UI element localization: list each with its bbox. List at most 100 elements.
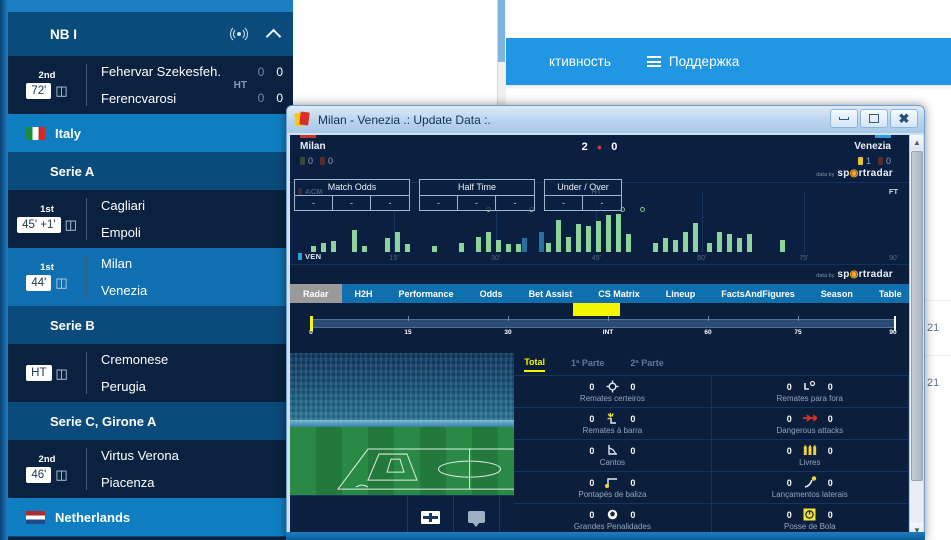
league-header-label: NB I: [50, 26, 77, 42]
match-row-virtusverona-piacenza[interactable]: 2nd 46' ◫ Virtus Verona Piacenza: [8, 440, 293, 498]
odds-cell[interactable]: -: [458, 196, 496, 210]
country-label: Italy: [55, 125, 82, 141]
stats-tab-1-parte[interactable]: 1ª Parte: [571, 357, 605, 368]
momentum-bars: [298, 207, 901, 252]
away-yellow-count: 1: [865, 156, 871, 166]
pitch-column: [290, 353, 649, 538]
match-row-cremonese-perugia[interactable]: HT ◫ Cremonese Perugia: [8, 344, 293, 402]
tab-cs-matrix[interactable]: CS Matrix: [598, 288, 640, 299]
odds-cell[interactable]: -: [600, 198, 604, 208]
odds-cell[interactable]: -: [545, 196, 583, 210]
free-kick-icon: [803, 444, 817, 457]
close-button[interactable]: ✖: [890, 109, 918, 128]
momentum-bar: [616, 213, 622, 252]
momentum-bar: [321, 242, 327, 252]
momentum-bar: [706, 242, 712, 252]
radar-content: Milan Venezia 2 ● 0 0 0 1 0: [290, 135, 909, 538]
momentum-bar: [331, 241, 337, 252]
match-clock: 44': [26, 274, 52, 291]
tab-bet-assist[interactable]: Bet Assist: [528, 288, 573, 299]
home-yellow-count: 0: [308, 156, 314, 166]
odds-panels: Match Odds - - - Half Time - - -: [294, 179, 622, 211]
match-row-milan-venezia[interactable]: 1st 44' ◫ Milan Venezia: [8, 248, 293, 306]
sound-icon[interactable]: ◫: [55, 83, 68, 99]
scroll-up-button[interactable]: ▲: [910, 135, 923, 150]
tab-table[interactable]: Table: [878, 288, 902, 299]
country-header-italy[interactable]: Italy: [8, 114, 293, 152]
background-app-scrollbar-thumb[interactable]: [498, 0, 505, 62]
momentum-bar: [405, 244, 411, 252]
home-red-count: 0: [328, 156, 334, 166]
broadcast-icon[interactable]: [230, 25, 248, 43]
home-team-name: Fehervar Szekesfeh.: [101, 64, 221, 79]
sound-icon[interactable]: ◫: [55, 275, 68, 291]
halftime-label: HT: [233, 80, 247, 91]
odds-cell[interactable]: -: [420, 196, 458, 210]
country-header-netherlands[interactable]: Netherlands: [8, 498, 293, 536]
odds-panel-match-odds[interactable]: Match Odds - - -: [294, 179, 410, 211]
minimize-button[interactable]: [830, 109, 858, 128]
stat-label: Posse de Bola: [784, 522, 836, 531]
subleague-header-serie-b[interactable]: Serie B: [8, 306, 293, 344]
stat-row-goal-kick: 0 0 Pontapés de baliza: [514, 471, 712, 503]
stat-home-value: 0: [786, 477, 792, 488]
league-header-nbi[interactable]: NB I: [8, 12, 293, 56]
sportradar-logo: sp◉rtradar: [837, 269, 893, 280]
odds-cell[interactable]: -: [388, 198, 392, 208]
commentary-button[interactable]: [453, 495, 499, 538]
pitch-view-button[interactable]: [407, 495, 453, 538]
sound-icon[interactable]: ◫: [55, 467, 68, 483]
background-nav-activity[interactable]: ктивность: [549, 54, 611, 69]
stats-tab-2-parte[interactable]: 2ª Parte: [630, 357, 664, 368]
tab-odds[interactable]: Odds: [479, 288, 503, 299]
momentum-bar: [522, 238, 528, 252]
match-row-fehervar-ferencvarosi[interactable]: 2nd 72' ◫ Fehervar Szekesfeh. Ferencvaro…: [8, 56, 293, 114]
tab-h2h[interactable]: H2H: [354, 288, 373, 299]
timeline-label: 75: [794, 329, 802, 336]
tab-lineup[interactable]: Lineup: [665, 288, 696, 299]
timeline-track[interactable]: [310, 319, 896, 328]
stat-away-value: 0: [630, 509, 636, 520]
shot-on-target-icon: [605, 380, 619, 393]
stat-row-throw-in: 0 0 Lançamentos laterais: [711, 471, 909, 503]
odds-cell[interactable]: -: [295, 196, 333, 210]
background-nav-support[interactable]: Поддержка: [646, 54, 739, 70]
subleague-header-serie-a[interactable]: Serie A: [8, 152, 293, 190]
odds-cell[interactable]: -: [333, 196, 371, 210]
odds-cell[interactable]: -: [513, 198, 517, 208]
chevron-up-icon[interactable]: [265, 28, 282, 44]
tab-radar[interactable]: Radar: [290, 284, 342, 303]
match-row-cagliari-empoli[interactable]: 1st 45' +1' ◫ Cagliari Empoli: [8, 190, 293, 248]
dialog-body: Milan Venezia 2 ● 0 0 0 1 0: [290, 135, 923, 538]
scrollbar-thumb[interactable]: [911, 151, 923, 481]
momentum-bar: [606, 215, 612, 252]
sportradar-logo: sp◉rtradar: [837, 168, 893, 179]
tab-season[interactable]: Season: [820, 288, 853, 299]
stat-home-value: 0: [786, 509, 792, 520]
match-half-label: 1st: [40, 204, 54, 216]
dialog-scoreline: 2 ● 0: [582, 141, 618, 153]
stat-away-value: 0: [827, 477, 833, 488]
stats-tab-total[interactable]: Total: [524, 357, 546, 372]
momentum-bar: [586, 225, 592, 252]
timeline-cursor[interactable]: [310, 316, 313, 331]
tab-performance[interactable]: Performance: [398, 288, 454, 299]
subleague-header-serie-c[interactable]: Serie C, Girone A: [8, 402, 293, 440]
odds-panel-under-over[interactable]: Under / Over - -: [544, 179, 622, 211]
subleague-label: Serie A: [50, 163, 95, 179]
odds-panel-half-time[interactable]: Half Time - - -: [419, 179, 535, 211]
sound-icon[interactable]: ◫: [64, 217, 77, 233]
dialog-scrollbar[interactable]: ▲ ▼: [909, 135, 923, 538]
away-badge-icon: [298, 253, 302, 260]
tab-factsandfigures[interactable]: FactsAndFigures: [721, 288, 795, 299]
provider-strip: data by sp◉rtradar: [290, 265, 909, 284]
momentum-bar: [726, 233, 732, 252]
maximize-button[interactable]: [860, 109, 888, 128]
dialog-titlebar[interactable]: Milan - Venezia .: Update Data :. ✖: [287, 106, 924, 133]
match-timeline[interactable]: 0 15 30 INT 60 75 90: [290, 303, 909, 337]
livescore-scrollbar[interactable]: [0, 0, 8, 540]
stat-away-value: 0: [630, 381, 636, 392]
dangerous-attack-icon: [802, 412, 817, 425]
list-item: 21: [925, 300, 951, 355]
sound-icon[interactable]: ◫: [55, 365, 68, 381]
